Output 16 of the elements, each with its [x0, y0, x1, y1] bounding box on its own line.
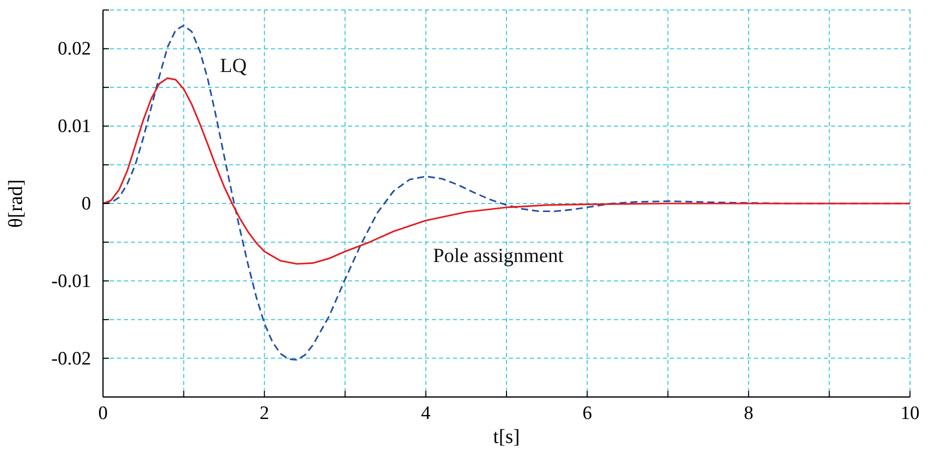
y-tick-label: -0.02	[51, 348, 91, 370]
x-tick-label: 2	[260, 403, 270, 424]
x-axis-title: t[s]	[493, 426, 520, 448]
x-tick-label: 6	[582, 403, 592, 424]
x-tick-label: 0	[98, 403, 108, 424]
y-tick-label: -0.01	[51, 270, 91, 292]
series-label: LQ	[220, 55, 248, 77]
y-tick-label: 0.02	[58, 38, 91, 60]
line-series	[102, 77, 911, 265]
x-tick-label: 10	[900, 403, 920, 424]
x-tick-label: 4	[421, 403, 432, 424]
y-tick-label: 0	[82, 194, 91, 214]
y-axis-title: θ[rad]	[5, 179, 27, 228]
x-tick-label: 8	[744, 403, 754, 424]
series-label: Pole assignment	[433, 245, 564, 267]
y-tick-label: 0.01	[58, 116, 91, 138]
